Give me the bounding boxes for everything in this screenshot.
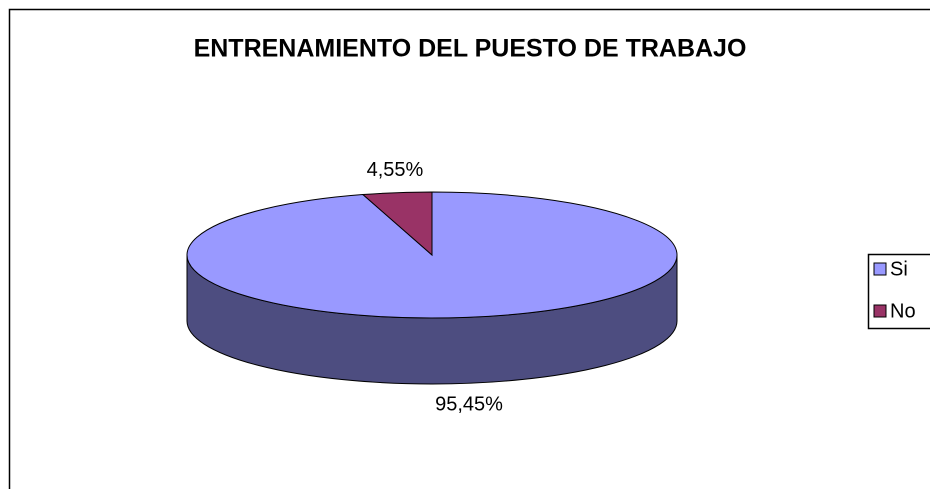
legend-label: No (890, 300, 916, 322)
legend-swatch (873, 304, 887, 318)
chart-title: ENTRENAMIENTO DEL PUESTO DE TRABAJO (194, 35, 747, 63)
data-label: 4,55% (367, 159, 424, 181)
pie-slice (361, 191, 433, 257)
legend-label: Si (890, 258, 908, 280)
legend-swatch (873, 262, 887, 276)
data-label: 95,45% (435, 393, 503, 415)
